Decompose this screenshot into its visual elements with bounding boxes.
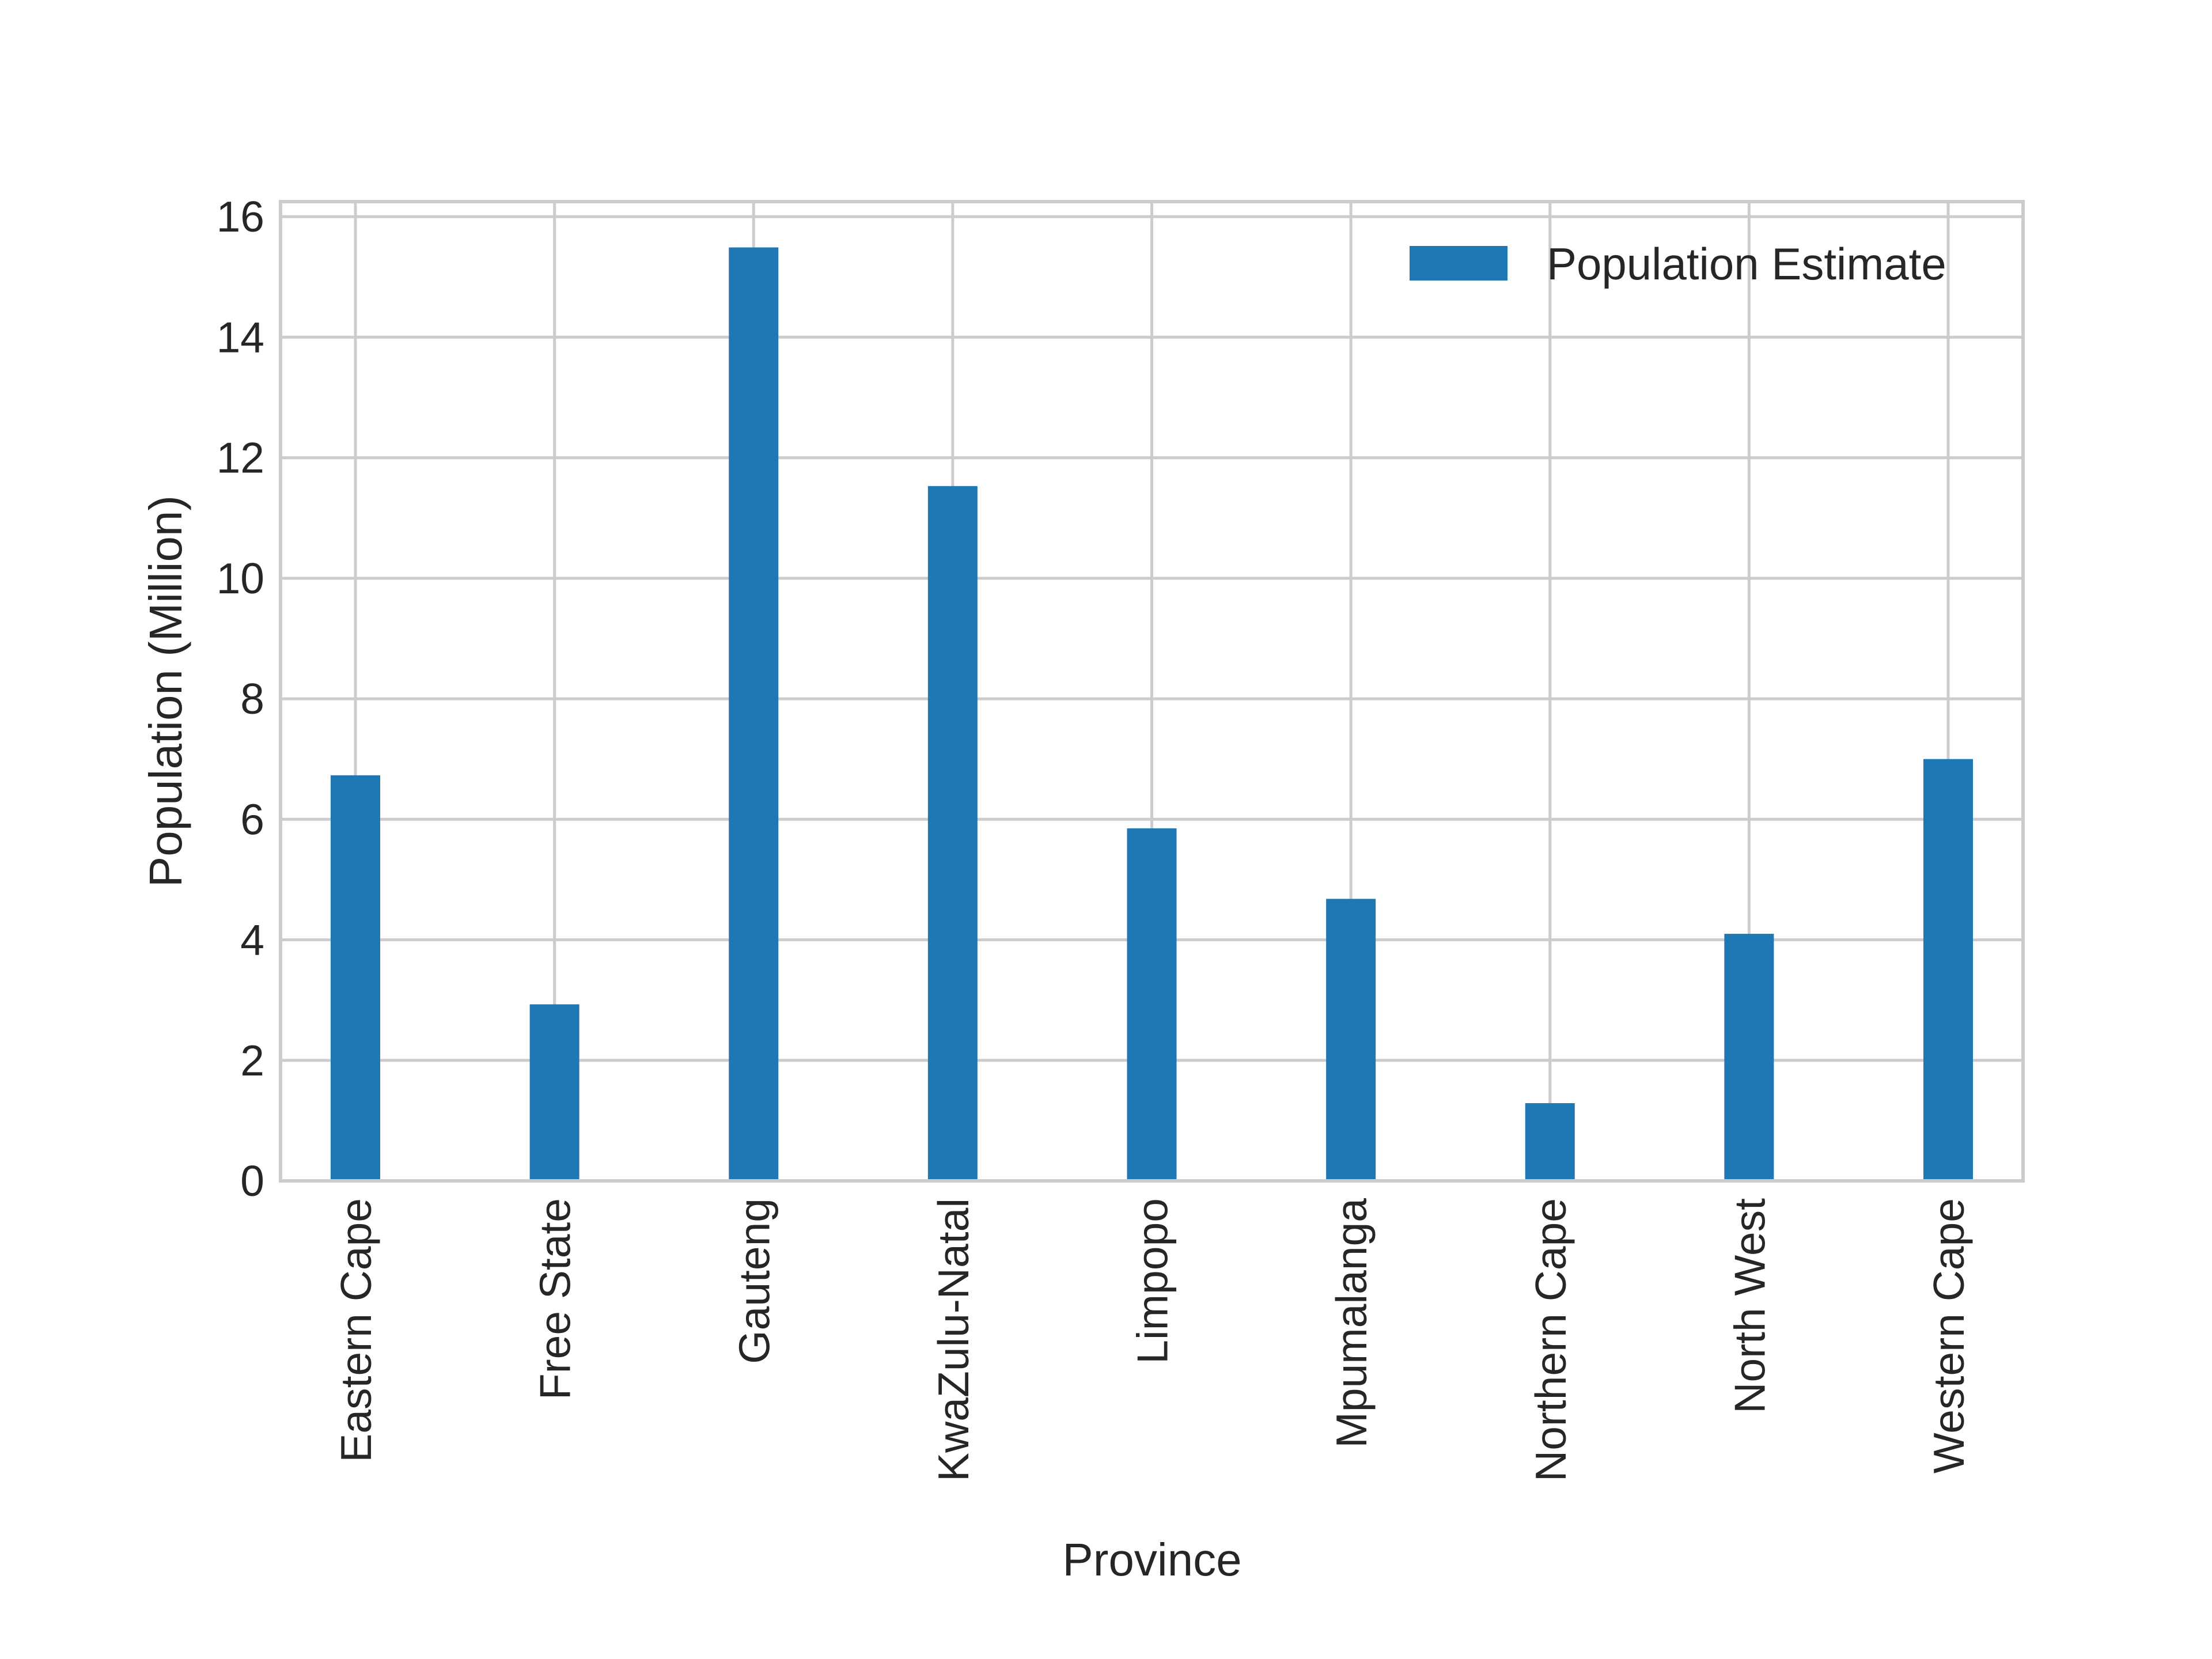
bar	[331, 775, 380, 1181]
y-tick-label: 12	[217, 434, 264, 482]
y-tick-label: 8	[240, 675, 264, 723]
y-tick-label: 14	[217, 313, 264, 361]
x-tick-label: Western Cape	[1925, 1198, 1973, 1474]
legend-label: Population Estimate	[1547, 238, 1946, 289]
x-tick-label: Limpopo	[1128, 1198, 1177, 1364]
bar	[1127, 828, 1177, 1181]
bar	[729, 247, 779, 1181]
x-tick-label: KwaZulu-Natal	[929, 1198, 978, 1482]
bar	[529, 1004, 579, 1181]
y-axis-title: Population (Million)	[140, 495, 191, 887]
bar	[1525, 1103, 1575, 1181]
y-tick-label: 6	[240, 795, 264, 843]
y-tick-label: 2	[240, 1036, 264, 1085]
legend: Population Estimate	[1410, 238, 1946, 289]
x-tick-label: Gauteng	[730, 1198, 778, 1364]
x-tick-label: Free State	[531, 1198, 579, 1400]
x-tick-label: Northern Cape	[1527, 1198, 1575, 1482]
y-tick-label: 10	[217, 554, 264, 603]
bar	[1923, 759, 1973, 1181]
y-tick-label: 4	[240, 916, 264, 964]
bars	[331, 247, 1973, 1181]
x-tick-label: Mpumalanga	[1327, 1198, 1376, 1448]
x-tick-label: North West	[1725, 1198, 1774, 1414]
y-axis: 0 2 4 6 8 10 12 14 16	[217, 192, 264, 1205]
plot-frame	[279, 200, 2025, 1183]
x-axis: Eastern Cape Free State Gauteng KwaZulu-Nat…	[332, 1198, 1973, 1482]
bar	[1724, 934, 1774, 1181]
x-tick-label: Eastern Cape	[332, 1198, 380, 1463]
legend-swatch	[1410, 246, 1508, 281]
y-tick-label: 16	[217, 192, 264, 241]
x-axis-title: Province	[1062, 1534, 1241, 1585]
bar	[1326, 899, 1376, 1181]
y-tick-label: 0	[240, 1157, 264, 1205]
bar	[927, 486, 978, 1181]
